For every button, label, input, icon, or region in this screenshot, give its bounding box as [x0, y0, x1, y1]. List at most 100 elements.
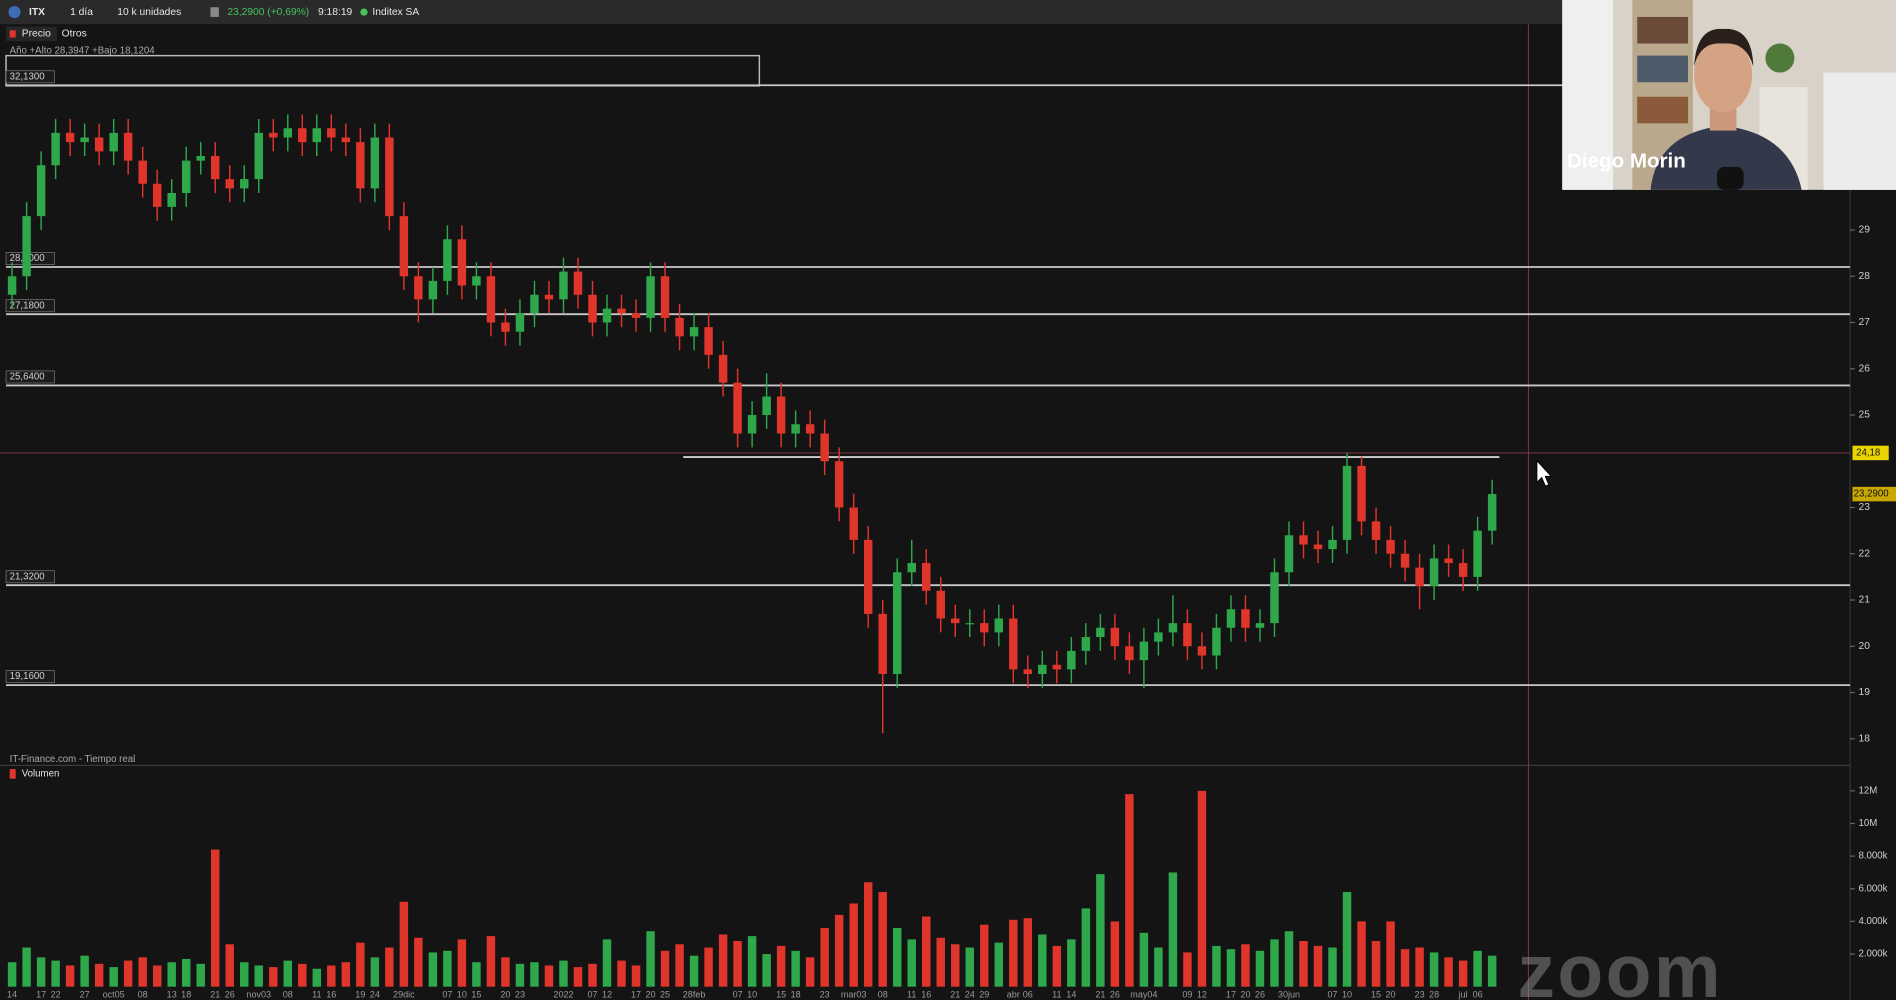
x-tick-label: 24 [370, 990, 380, 1000]
volume-bar [94, 963, 104, 987]
volume-title: Volumen [22, 768, 60, 779]
candle-body [936, 590, 945, 619]
volume-bar [1168, 872, 1178, 987]
x-tick-label: 2022 [553, 990, 573, 1000]
volume-bar [1357, 921, 1366, 987]
y-tick-label: 22 [1859, 548, 1871, 559]
volume-bar [1081, 908, 1091, 987]
volume-bar [675, 944, 684, 987]
volume-bar [762, 954, 771, 987]
candle-body [747, 415, 757, 434]
tab-label[interactable]: Otros [62, 29, 87, 40]
candle-body [501, 322, 510, 332]
volume-bar [356, 942, 365, 987]
units[interactable]: 10 k unidades [117, 7, 181, 18]
candle-body [1284, 535, 1294, 573]
plant [1765, 43, 1795, 73]
candle-body [1096, 627, 1105, 638]
cabinet [1823, 72, 1896, 190]
candle-body [660, 276, 670, 318]
candle-body [65, 132, 75, 143]
x-tick-label: 21 [210, 990, 220, 1000]
x-tick-label: 22 [51, 990, 61, 1000]
volume-bar [123, 960, 133, 987]
candle-body [1270, 572, 1279, 624]
level-label-box [5, 299, 55, 313]
volume-bar [1139, 932, 1149, 987]
x-tick-label: 18 [791, 990, 801, 1000]
x-tick-label: 24 [965, 990, 975, 1000]
volume-bar [1313, 945, 1323, 987]
candle-body [152, 183, 162, 207]
volume-bar [370, 957, 380, 987]
candle-body [1052, 664, 1062, 670]
candle-body [254, 132, 263, 180]
x-tick-label: 10 [457, 990, 467, 1000]
y-tick-label: 28 [1859, 271, 1871, 282]
candle-body [167, 193, 176, 207]
candle-body [1400, 553, 1410, 568]
info-icon[interactable] [210, 7, 219, 17]
x-tick-label: mar03 [841, 990, 867, 1000]
volume-bar [1400, 949, 1410, 987]
x-tick-label: 17 [1226, 990, 1236, 1000]
volume-bar [1023, 918, 1033, 987]
x-tick-label: 26 [1255, 990, 1265, 1000]
volume-bar [965, 947, 974, 987]
candle-body [123, 132, 133, 161]
x-tick-label: 30jun [1278, 990, 1300, 1000]
volume-bar [980, 924, 989, 987]
volume-bar [1212, 945, 1221, 987]
year-range: Año +Alto 28,3947 +Bajo 18,1204 [10, 45, 156, 56]
candle-body [1342, 465, 1352, 540]
candle-body [1328, 539, 1337, 550]
person-body [1650, 125, 1802, 190]
volume-bar [1052, 945, 1062, 987]
x-tick-label: 08 [138, 990, 148, 1000]
volume-bar [167, 962, 176, 987]
candle-body [1081, 637, 1091, 651]
volume-bar [385, 947, 394, 987]
tab-label[interactable]: Precio [22, 29, 51, 40]
microphone [1717, 166, 1744, 190]
x-tick-label: 21 [1095, 990, 1105, 1000]
volume-bar [631, 965, 641, 987]
volume-bar [1255, 950, 1265, 987]
x-tick-label: 11 [1052, 990, 1061, 1000]
window [1562, 0, 1614, 190]
volume-bar [515, 963, 525, 987]
x-tick-label: 25 [660, 990, 670, 1000]
volume-bar [1444, 957, 1453, 987]
candle-body [1197, 646, 1207, 656]
symbol[interactable]: ITX [29, 7, 45, 18]
volume-bar [892, 927, 902, 987]
candle-body [515, 313, 525, 332]
volume-bar [80, 955, 89, 987]
volume-bar [486, 936, 496, 987]
crosshair-label: 24,18 [1856, 447, 1880, 458]
candle-body [689, 327, 699, 337]
volume-bar [922, 916, 931, 987]
candle-body [602, 308, 612, 323]
candle-body [399, 216, 409, 277]
x-tick-label: 14 [7, 990, 17, 1000]
interval[interactable]: 1 día [70, 7, 93, 18]
candle-body [109, 132, 118, 152]
volume-bar [559, 960, 568, 987]
candle-body [530, 294, 539, 314]
volume-bar [878, 892, 887, 987]
candle-body [240, 179, 249, 189]
candle-body [1023, 669, 1033, 675]
x-tick-label: 16 [326, 990, 336, 1000]
status-dot [360, 8, 368, 16]
last-price-label: 23,2900 [1854, 489, 1889, 500]
tab[interactable] [6, 26, 57, 42]
candle-body [225, 179, 234, 189]
candle-body [211, 156, 220, 180]
x-tick-label: 20 [1240, 990, 1250, 1000]
y-tick-label: 27 [1859, 317, 1871, 328]
candle-body [907, 563, 916, 573]
mouse-cursor [1536, 459, 1553, 487]
candle-body [312, 128, 322, 143]
